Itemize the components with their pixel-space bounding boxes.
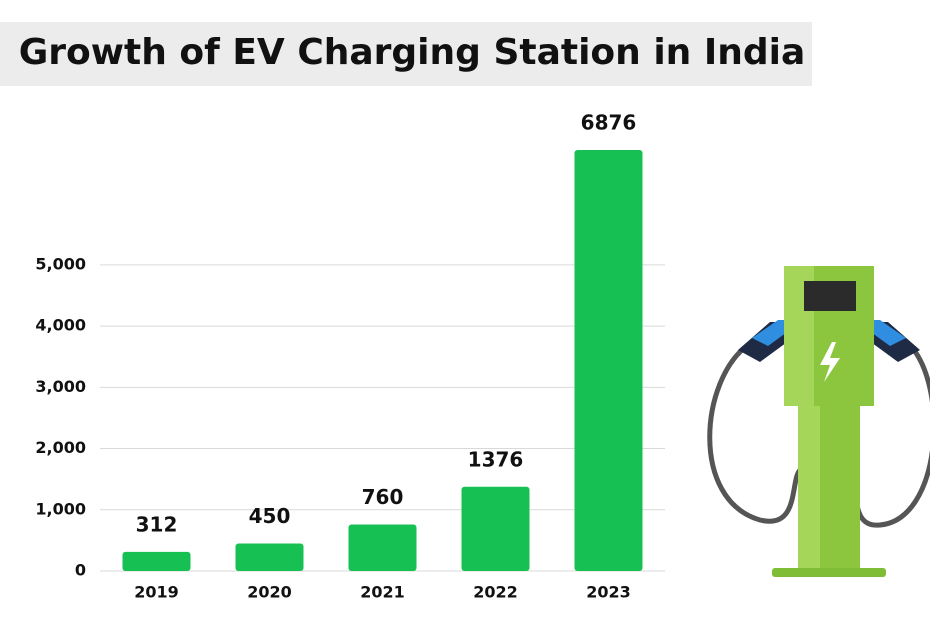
x-tick-label: 2021 [360, 583, 405, 602]
value-label: 6876 [581, 111, 637, 135]
y-tick-label: 0 [75, 561, 86, 580]
y-tick-label: 2,000 [35, 438, 86, 457]
y-tick-label: 3,000 [35, 377, 86, 396]
y-tick-label: 1,000 [35, 499, 86, 518]
x-tick-label: 2022 [473, 583, 518, 602]
bar [235, 543, 304, 571]
plot-area: 0 1,000 2,000 3,000 4,000 5,000 2019 312 2020 450… [35, 111, 665, 602]
value-label: 312 [136, 512, 178, 536]
value-label: 450 [249, 504, 291, 528]
bar [461, 486, 530, 571]
chart-title: Growth of EV Charging Station in India [19, 32, 806, 73]
charger-illustration [707, 266, 930, 577]
bar [574, 150, 643, 571]
bar [122, 551, 191, 571]
x-tick-label: 2023 [586, 583, 631, 602]
bar [348, 524, 417, 571]
value-label: 760 [362, 485, 404, 509]
value-label: 1376 [468, 447, 524, 471]
y-tick-label: 4,000 [35, 316, 86, 335]
title-background [0, 22, 812, 86]
x-tick-label: 2020 [247, 583, 292, 602]
x-tick-label: 2019 [134, 583, 179, 602]
y-tick-label: 5,000 [35, 254, 86, 273]
